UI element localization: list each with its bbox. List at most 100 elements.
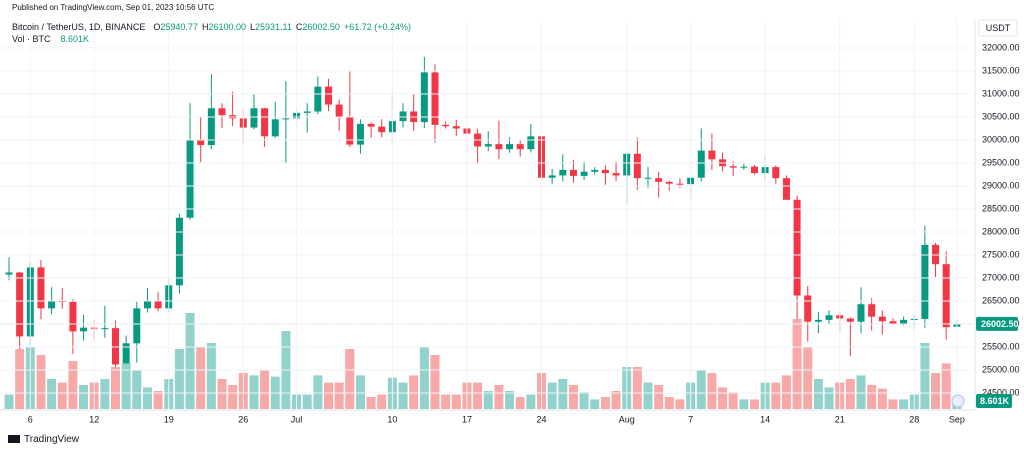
volume-value: 8.601K <box>60 34 90 44</box>
volume-bar <box>473 382 483 409</box>
volume-bar <box>142 387 152 409</box>
candle-body <box>325 86 332 105</box>
volume-bar <box>302 394 312 409</box>
last-price-label: 26002.50 <box>981 319 1019 329</box>
volume-bar <box>121 363 131 409</box>
candle-body <box>346 116 354 145</box>
volume-bar <box>632 367 642 409</box>
ohlc-key: H <box>201 22 209 32</box>
volume-bar <box>867 385 877 409</box>
candle-body <box>548 175 556 178</box>
flag-icon[interactable] <box>951 394 965 408</box>
candle-body <box>261 108 269 137</box>
volume-bar <box>707 373 717 409</box>
y-tick-label: 26500.00 <box>982 295 1020 305</box>
candle-body <box>495 144 503 150</box>
candle-body <box>378 126 386 133</box>
volume-bar <box>600 397 610 409</box>
ohlc-value: 25940.77 <box>160 22 198 32</box>
volume-bar <box>696 370 706 409</box>
y-tick-label: 32000.00 <box>982 42 1020 52</box>
x-tick-label: 28 <box>909 414 919 424</box>
candle-body <box>708 150 716 160</box>
candle-body <box>655 178 663 182</box>
candle-body <box>516 144 524 150</box>
candle-body <box>80 327 88 332</box>
volume-bar <box>611 391 621 409</box>
volume-bar <box>153 391 163 409</box>
volume-bar <box>377 394 387 409</box>
volume-bar <box>941 363 951 409</box>
ohlc-item: O25940.77 <box>153 22 198 32</box>
ohlc-item: L25931.11 <box>250 22 292 32</box>
candle-body <box>37 267 45 309</box>
volume-bar <box>824 387 834 409</box>
volume-bar <box>132 370 142 409</box>
volume-bar <box>185 313 195 409</box>
currency[interactable]: USDT <box>986 23 1011 33</box>
volume-bar <box>228 385 238 409</box>
x-tick-label: 10 <box>387 414 397 424</box>
x-tick-label: 14 <box>760 414 770 424</box>
volume-bar <box>803 346 813 409</box>
volume-bar <box>750 399 759 409</box>
candle-body <box>793 199 801 296</box>
candle-body <box>900 319 908 324</box>
ohlc-value: 25931.11 <box>255 22 292 32</box>
candle-body <box>122 343 130 365</box>
candle-body <box>921 244 929 319</box>
volume-bar <box>419 346 429 409</box>
candle-body <box>112 328 119 365</box>
candle-body <box>271 119 279 137</box>
volume-bar <box>355 375 365 409</box>
candle-body <box>133 308 141 344</box>
candle-body <box>665 181 673 184</box>
candle-body <box>697 150 705 178</box>
candle-body <box>772 167 780 179</box>
candle-body <box>601 169 609 174</box>
candle-body <box>175 217 183 286</box>
ohlc-value: 26002.50 <box>302 22 340 32</box>
candle-body <box>740 166 748 168</box>
ohlc-value: 26100.00 <box>208 22 246 32</box>
x-tick-label: 24 <box>536 414 546 424</box>
volume-bar <box>675 399 685 409</box>
volume-bar <box>590 399 600 409</box>
candle-body <box>591 169 599 172</box>
candle-body <box>356 123 364 145</box>
volume-bar <box>345 349 355 409</box>
candle-body <box>676 183 684 185</box>
volume-bar <box>409 375 419 409</box>
candle-body <box>782 178 790 200</box>
x-tick-label: 7 <box>688 414 693 424</box>
x-tick-label: 26 <box>238 414 248 424</box>
volume-bar <box>643 382 653 409</box>
axes: 24500.0025000.0025500.0026000.0026500.00… <box>0 42 1020 424</box>
volume-bar <box>654 385 664 409</box>
candle-body <box>484 144 492 147</box>
candle-body <box>420 72 428 123</box>
x-tick-label: Jul <box>291 414 303 424</box>
volume-title: Vol · BTC <box>12 34 51 44</box>
candle-body <box>399 111 407 122</box>
volume-bar <box>206 343 216 409</box>
candle-body <box>207 108 215 146</box>
currency-box[interactable] <box>978 19 1018 37</box>
y-tick-label: 27500.00 <box>982 249 1020 259</box>
change: +61.72 (+0.24%) <box>343 22 411 32</box>
y-tick-label: 25500.00 <box>982 341 1020 351</box>
y-tick-label: 29500.00 <box>982 157 1020 167</box>
volume-bar <box>558 379 568 409</box>
volume-bar <box>366 397 376 409</box>
candle-body <box>580 171 588 176</box>
x-tick-label: Aug <box>619 414 635 424</box>
volume-bar <box>79 385 89 409</box>
volume-bar <box>398 382 408 409</box>
volume-bar <box>217 379 227 409</box>
y-tick-label: 29000.00 <box>982 180 1020 190</box>
ohlc-item: H26100.00 <box>202 22 246 32</box>
y-tick-label: 24500.00 <box>982 387 1020 397</box>
